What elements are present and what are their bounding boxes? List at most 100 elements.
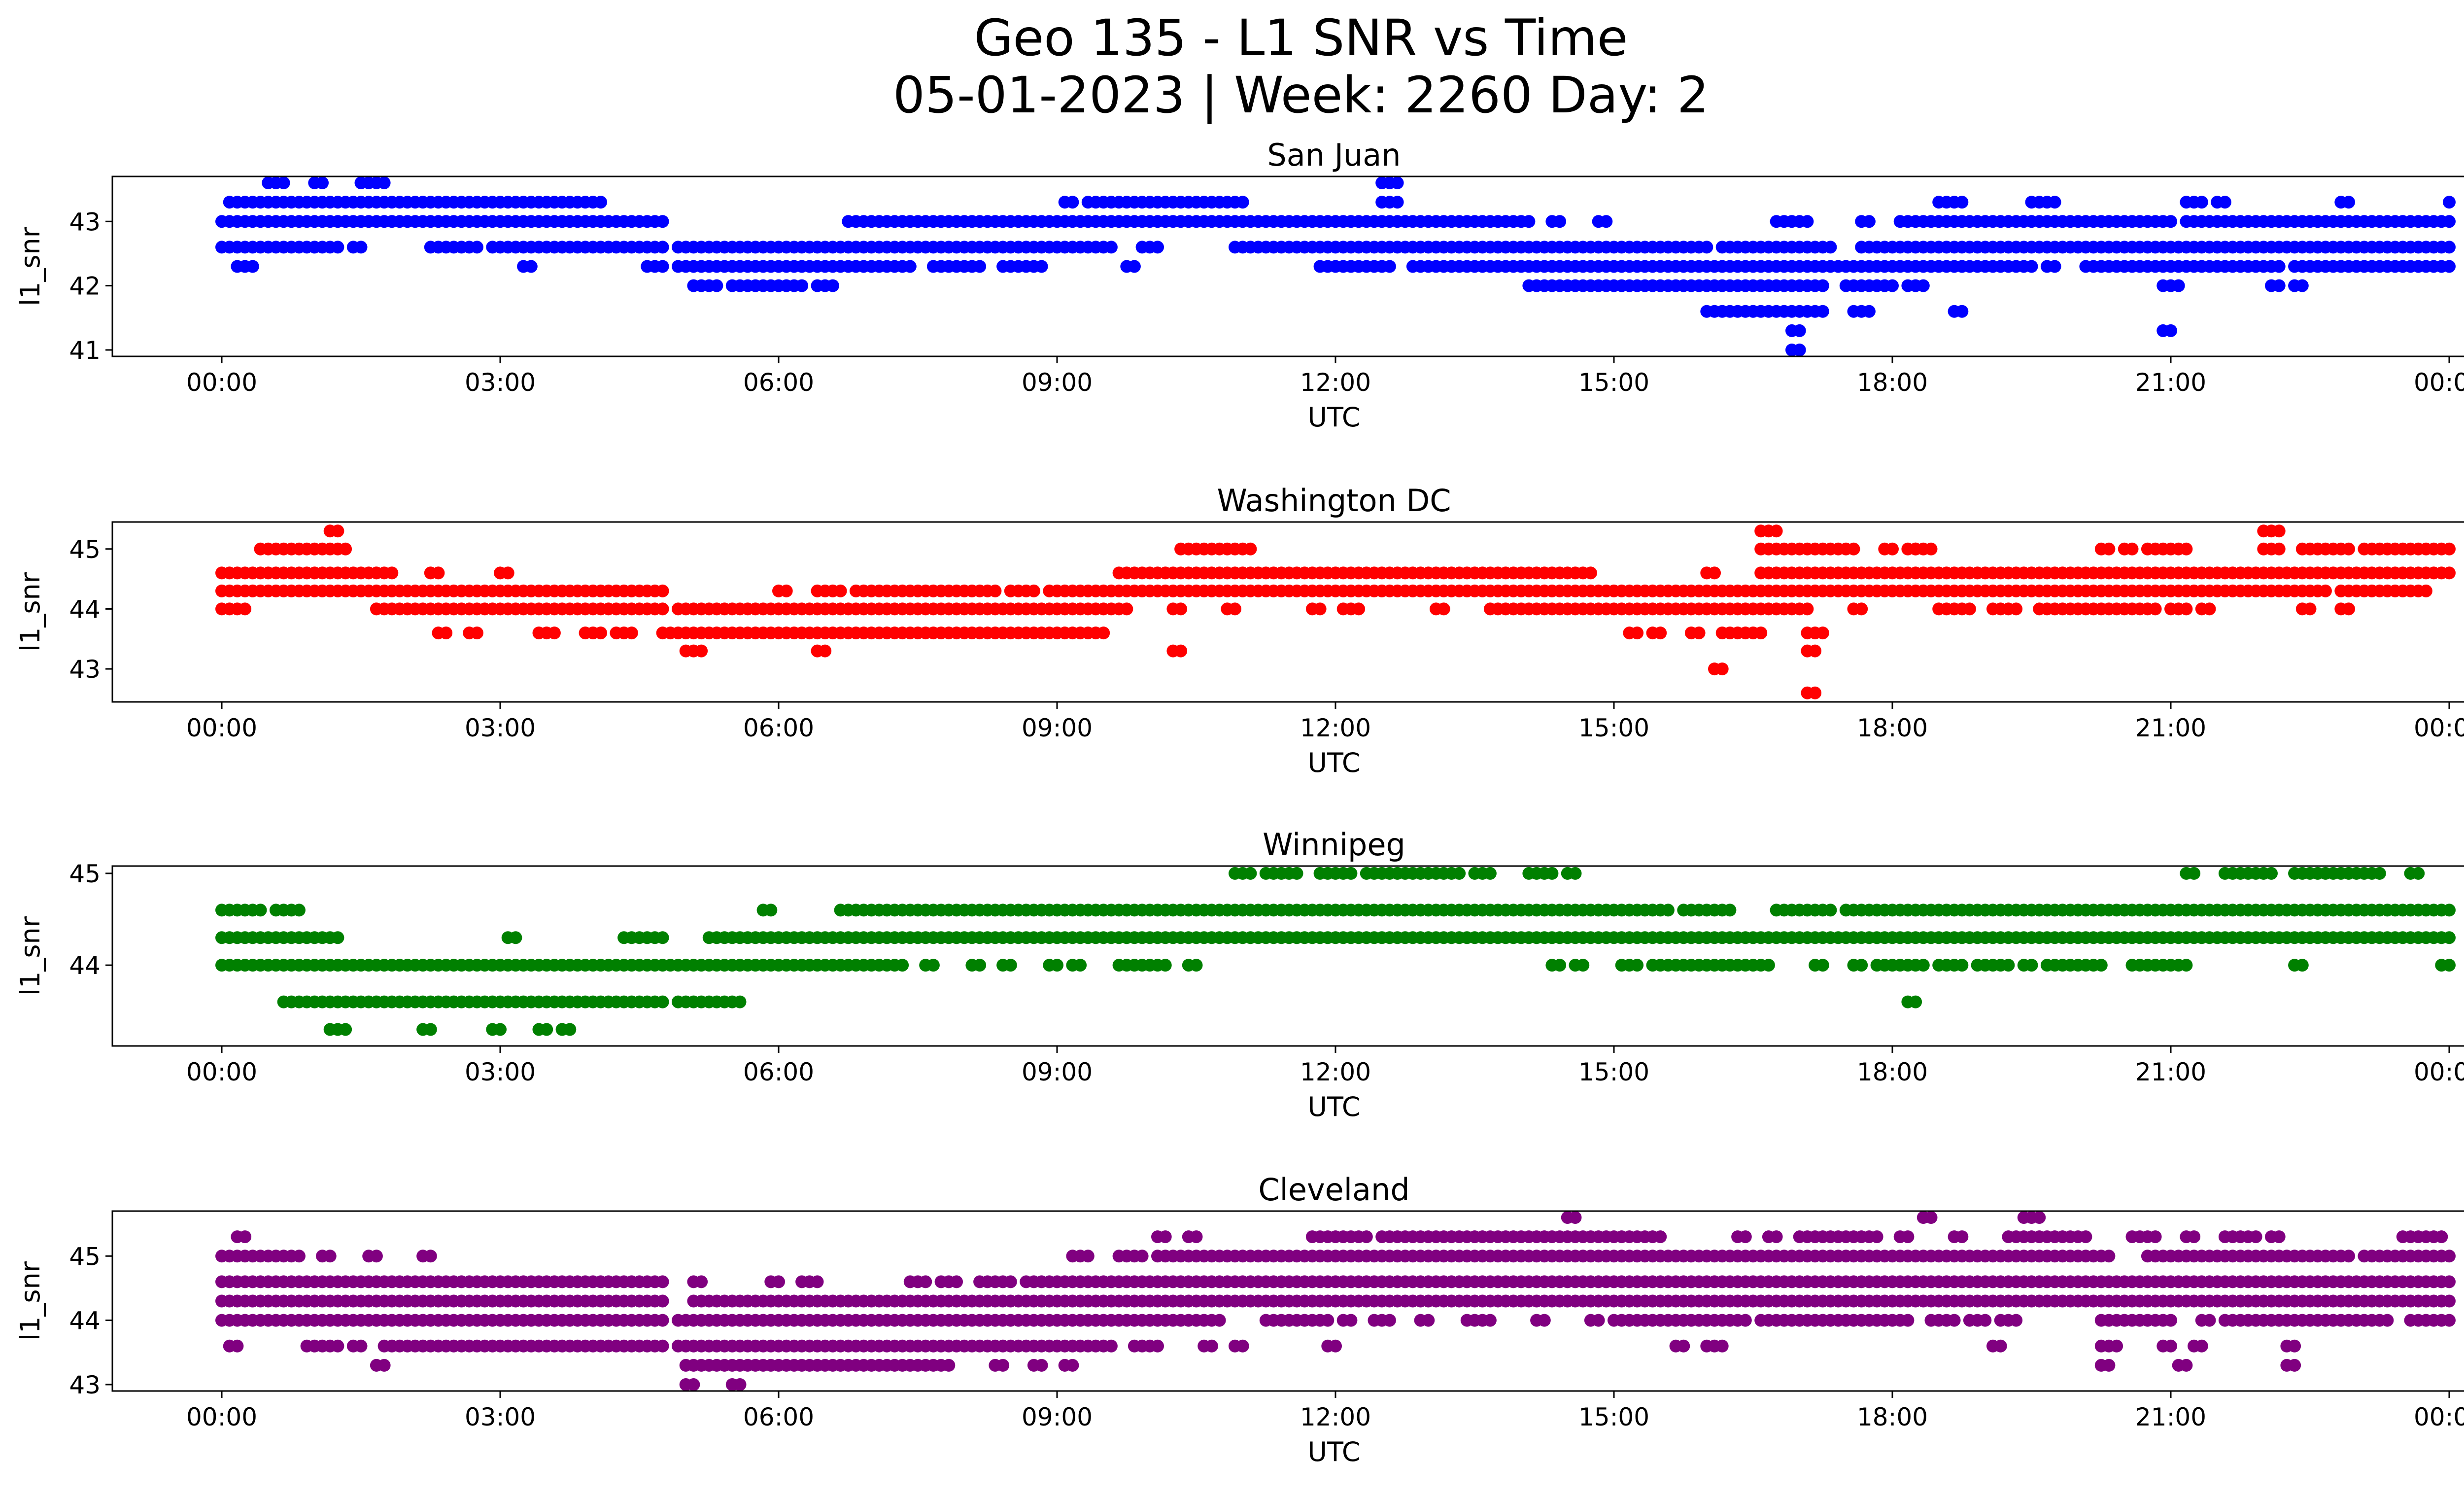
data-point [1074,959,1087,972]
data-point [2342,602,2355,616]
data-point [2172,279,2185,292]
data-point [1035,260,1048,273]
data-point [1916,279,1930,292]
data-point [656,1294,669,1308]
data-point [1809,644,1822,658]
data-point [246,260,259,273]
x-tick-label: 12:00 [1300,1403,1371,1431]
data-point [239,1230,252,1244]
data-point [2435,1230,2448,1244]
subplot-title: Cleveland [1258,1172,1409,1208]
data-point [2164,1314,2177,1327]
x-tick-label: 00:00 [2414,1058,2464,1086]
data-point [1963,602,1976,616]
x-tick-label: 03:00 [465,368,536,397]
data-point [656,995,669,1008]
data-point [656,584,669,597]
subplot-title: Washington DC [1217,483,1451,519]
data-point [432,566,445,580]
subplot-1: San Juan 00:00 03:00 06:00 09:00 12:00 15:00 18… [15,137,2464,433]
data-point [656,215,669,228]
data-point [2373,867,2386,880]
data-point [2443,196,2456,209]
subplot-title: Winnipeg [1263,827,1405,863]
data-point [2443,904,2456,917]
data-point [1870,1230,1883,1244]
x-tick-label: 06:00 [743,1058,814,1086]
data-point [1770,524,1783,538]
data-point [2164,215,2177,228]
data-point [656,1275,669,1288]
data-point [1383,260,1396,273]
data-point [1104,1339,1118,1353]
data-point [996,1358,1010,1372]
data-point [292,904,306,917]
data-point [1816,305,1829,318]
data-point [1190,959,1203,972]
data-point [2180,542,2193,556]
y-tick-label: 43 [69,655,101,684]
data-point [1739,1314,1752,1327]
data-point [1824,904,1837,917]
data-point [2443,1250,2456,1263]
data-point [494,1023,507,1036]
data-point [989,584,1002,597]
data-point [1793,344,1806,356]
data-point [1631,626,1644,640]
data-point [354,1339,368,1353]
x-tick-label: 09:00 [1022,1403,1093,1431]
data-point [733,1378,747,1391]
data-point [1004,959,1017,972]
data-point [1522,215,1536,228]
data-point [780,584,793,597]
data-point [1855,959,1868,972]
data-point [656,931,669,944]
data-point [1422,1314,1435,1327]
x-tick-label: 09:00 [1022,368,1093,397]
data-point [1924,542,1938,556]
data-point [1855,602,1868,616]
x-tick-label: 21:00 [2135,1403,2206,1431]
data-point [540,1023,553,1036]
data-point [1159,1230,1172,1244]
data-point [2033,1211,2046,1224]
data-point [1955,1230,1969,1244]
data-point [1290,867,1303,880]
data-point [1190,1230,1203,1244]
data-point [2164,1339,2177,1353]
data-point [2443,931,2456,944]
data-point [1661,904,1675,917]
data-point [1483,1314,1497,1327]
data-point [509,931,522,944]
data-point [2319,584,2332,597]
data-point [1886,279,1899,292]
y-tick-label: 45 [69,1242,101,1271]
data-point [2203,1314,2216,1327]
data-point [331,241,344,254]
data-point [1801,602,1814,616]
data-point [687,1378,700,1391]
data-point [2249,1230,2262,1244]
x-tick-label: 03:00 [465,1403,536,1431]
data-point [331,931,344,944]
data-point [2272,279,2286,292]
x-tick-label: 09:00 [1022,714,1093,742]
subplots: San Juan 00:00 03:00 06:00 09:00 12:00 15:00 18… [15,137,2464,1467]
data-point [1654,626,1667,640]
x-tick-label: 15:00 [1578,1403,1649,1431]
data-point [2195,196,2208,209]
data-points [215,176,2456,356]
data-point [1862,215,1876,228]
x-axis-label: UTC [1307,402,1360,433]
data-point [2025,959,2038,972]
axes-frame [111,175,2464,357]
data-point [764,904,778,917]
x-tick-label: 18:00 [1857,714,1928,742]
data-point [470,241,483,254]
x-tick-label: 00:00 [186,368,257,397]
data-point [973,959,987,972]
x-axis-label: UTC [1307,747,1360,778]
y-axis-label: l1_snr [15,226,46,306]
data-point [1708,566,1721,580]
data-point [1329,1339,1342,1353]
